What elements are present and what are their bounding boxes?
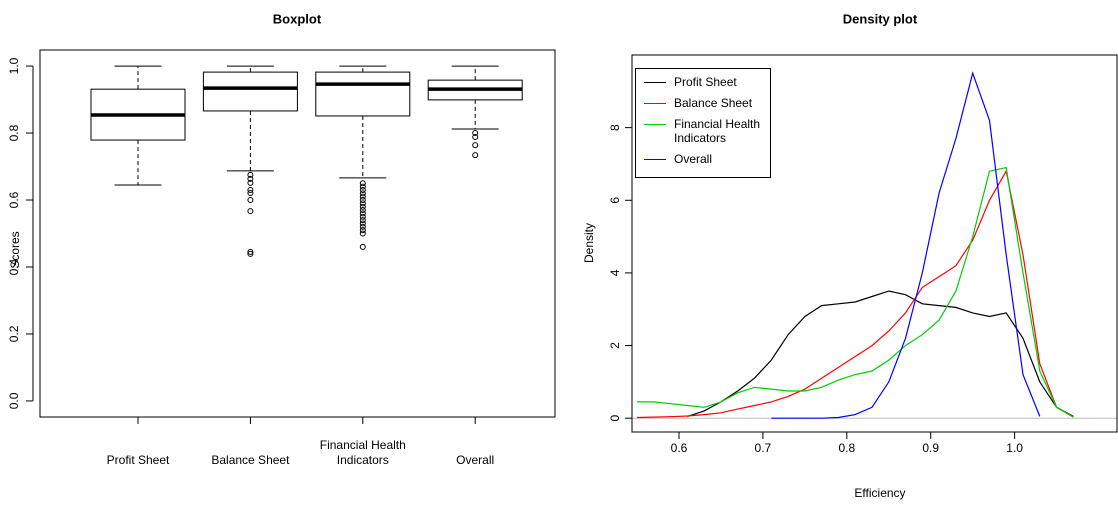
outlier	[359, 190, 366, 197]
outlier	[359, 217, 366, 224]
outlier	[359, 207, 366, 214]
outlier	[359, 193, 366, 200]
outlier	[359, 220, 366, 227]
y-tick-label: 0.0	[7, 392, 21, 409]
outlier	[359, 186, 366, 193]
y-tick-label: 0	[608, 415, 622, 422]
x-tick-label: Overall	[456, 453, 495, 467]
outlier	[247, 175, 254, 182]
y-tick-label: 1.0	[7, 57, 21, 74]
outlier	[359, 180, 366, 187]
outlier	[472, 152, 479, 159]
y-tick-label: 0.8	[7, 124, 21, 141]
y-axis-label: Density	[582, 223, 596, 263]
legend-label: Overall	[674, 152, 713, 166]
outlier	[247, 186, 254, 193]
outlier	[359, 223, 366, 230]
outlier	[247, 171, 254, 178]
density-line	[771, 71, 1041, 419]
outlier	[247, 208, 254, 215]
legend-item: Profit Sheet	[644, 75, 762, 89]
y-axis-label: Scores	[8, 231, 22, 268]
y-tick-label: 8	[608, 124, 622, 131]
y-tick-label: 2	[608, 342, 622, 349]
y-tick-label: 6	[608, 197, 622, 204]
outlier	[472, 134, 479, 141]
outlier	[247, 248, 254, 255]
outlier	[247, 189, 254, 196]
legend-swatch	[644, 159, 666, 160]
y-tick-label: 0.2	[7, 325, 21, 342]
outlier	[247, 179, 254, 186]
plot-frame	[39, 49, 556, 418]
x-tick-label: Financial Health Indicators	[319, 438, 406, 467]
x-tick-label: 1.0	[1006, 441, 1023, 455]
x-tick-label: Profit Sheet	[106, 453, 170, 467]
outlier	[472, 142, 479, 149]
y-tick-label: 0.4	[7, 258, 21, 275]
outlier	[359, 183, 366, 190]
box	[315, 71, 411, 117]
legend-swatch	[644, 103, 666, 104]
x-tick-label: 0.7	[755, 441, 772, 455]
legend-item: Overall	[644, 152, 762, 166]
density-line	[637, 166, 1074, 418]
chart-title: Boxplot	[273, 11, 322, 26]
outlier	[359, 200, 366, 207]
x-tick-label: 0.9	[922, 441, 939, 455]
x-axis-label: Efficiency	[854, 486, 905, 500]
legend-label: Profit Sheet	[674, 75, 737, 89]
outlier	[359, 213, 366, 220]
plot-frame	[631, 54, 1118, 433]
box	[202, 71, 298, 112]
legend-item: Financial Health Indicators	[644, 117, 762, 145]
outlier	[359, 197, 366, 204]
x-tick-label: Balance Sheet	[211, 453, 290, 467]
legend-swatch	[644, 124, 666, 125]
chart-title: Density plot	[843, 11, 918, 26]
legend-item: Balance Sheet	[644, 96, 762, 110]
outlier	[359, 230, 366, 237]
legend-label: Financial Health Indicators	[674, 117, 761, 145]
density-line	[636, 169, 1074, 419]
outlier	[359, 203, 366, 210]
outlier	[359, 210, 366, 217]
x-tick-label: 0.8	[838, 441, 855, 455]
legend-label: Balance Sheet	[674, 96, 753, 110]
y-tick-label: 0.6	[7, 191, 21, 208]
outlier	[359, 227, 366, 234]
density-line	[687, 290, 1074, 417]
x-tick-label: 0.6	[671, 441, 688, 455]
legend-swatch	[644, 82, 666, 83]
outlier	[472, 130, 479, 137]
outlier	[359, 243, 366, 250]
outlier	[247, 250, 254, 257]
legend: Profit Sheet Balance Sheet Financial Healt…	[635, 68, 771, 178]
y-tick-label: 4	[608, 269, 622, 276]
outlier	[247, 197, 254, 204]
